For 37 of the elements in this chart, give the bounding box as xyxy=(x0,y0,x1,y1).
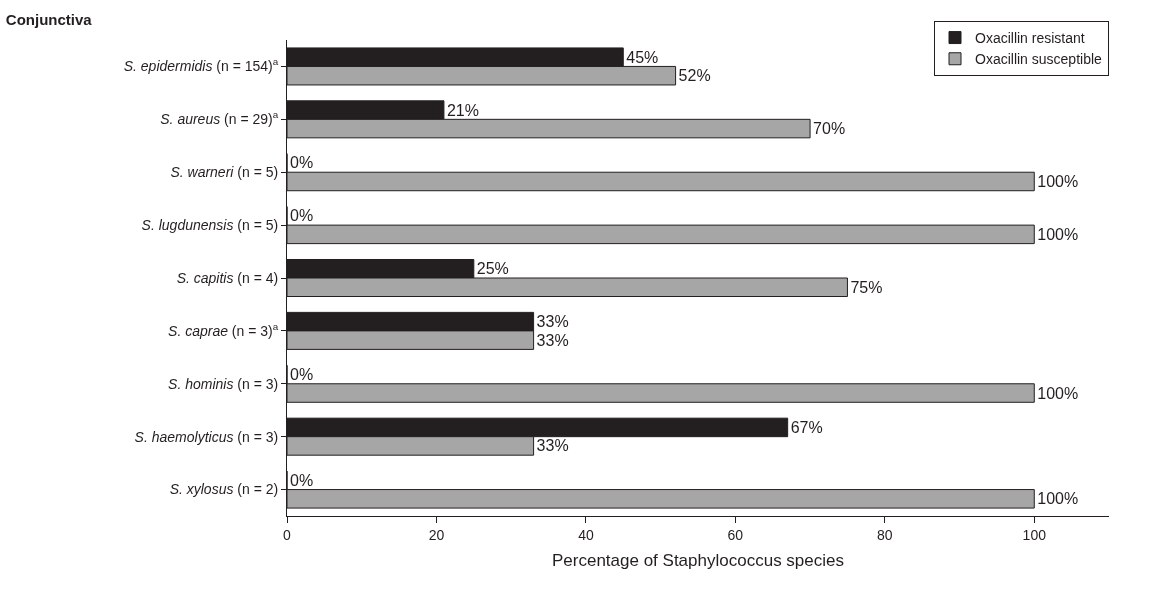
data-label: 100% xyxy=(1037,172,1079,190)
data-label: 52% xyxy=(678,67,711,85)
y-tick-label: S. lugdunensis (n = 5) xyxy=(141,217,279,234)
x-tick-label: 60 xyxy=(727,526,744,543)
data-label: 70% xyxy=(813,120,846,138)
y-tick-label: S. hominis (n = 3) xyxy=(168,375,279,392)
data-label: 33% xyxy=(536,437,569,455)
x-tick-label: 80 xyxy=(877,526,893,543)
y-tick-label: S. haemolyticus (n = 3) xyxy=(134,428,279,445)
x-tick-label: 100 xyxy=(1022,526,1047,543)
text: Conjunctiva xyxy=(5,11,93,29)
data-label: 0% xyxy=(290,471,314,489)
y-tick-label: S. aureus (n = 29)$^{a}$ xyxy=(160,109,279,128)
data-label: 0% xyxy=(290,207,314,225)
y-tick-label: S. epidermidis (n = 154)$^{a}$ xyxy=(123,56,279,75)
data-label: 100% xyxy=(1037,384,1079,402)
data-label: 21% xyxy=(446,101,479,119)
data-label: 67% xyxy=(790,418,823,436)
y-tick-label: S. caprae (n = 3)$^{a}$ xyxy=(168,320,279,339)
legend-label: Oxacillin susceptible xyxy=(975,51,1103,68)
x-axis-title: Percentage of Staphylococcus species xyxy=(551,551,845,571)
data-label: 33% xyxy=(536,331,569,349)
x-tick-label: 0 xyxy=(283,526,292,543)
data-label: 0% xyxy=(290,366,314,384)
y-tick-label: S. capitis (n = 4) xyxy=(176,269,279,286)
x-tick-label: 40 xyxy=(578,526,594,543)
data-label: 45% xyxy=(626,48,659,66)
x-tick-label: 20 xyxy=(428,526,445,543)
data-label: 100% xyxy=(1037,490,1079,508)
data-label: 100% xyxy=(1037,225,1079,243)
y-tick-label: S. xylosus (n = 2) xyxy=(169,481,279,498)
data-label: 33% xyxy=(536,313,569,331)
data-label: 75% xyxy=(850,278,883,296)
legend-label: Oxacillin resistant xyxy=(975,30,1085,47)
data-label: 0% xyxy=(290,154,314,172)
y-tick-label: S. warneri (n = 5) xyxy=(170,164,279,181)
data-label: 25% xyxy=(476,260,509,278)
